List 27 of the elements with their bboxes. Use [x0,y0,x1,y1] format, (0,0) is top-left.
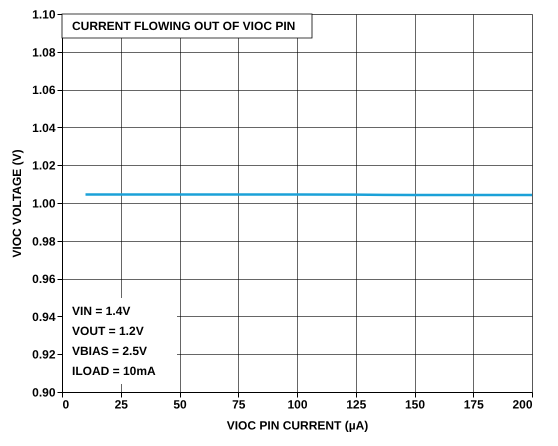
y-tick-label: 1.02 [32,158,56,173]
x-axis-title: VIOC PIN CURRENT (µA) [226,418,368,432]
y-tick-label: 0.92 [32,348,56,362]
y-tick-label: 1.00 [32,196,56,210]
x-tick-label: 200 [512,398,533,412]
annotation: VIN = 1.4V [72,304,130,318]
y-tick-label: 0.96 [32,272,56,286]
annotation: VOUT = 1.2V [72,324,144,338]
x-tick-label: 75 [232,398,246,412]
y-tick-label: 1.06 [32,83,56,98]
x-tick-label: 125 [346,398,367,412]
x-tick-label: 50 [173,398,187,412]
y-axis-title: VIOC VOLTAGE (V) [10,149,24,258]
x-tick-label: 100 [287,398,308,412]
y-tick-label: 1.04 [32,120,56,135]
annotation: CURRENT FLOWING OUT OF VIOC PIN [72,19,296,33]
annotation: ILOAD = 10mA [72,364,156,378]
x-tick-label: 150 [404,398,426,412]
y-tick-label: 0.94 [32,310,56,324]
y-tick-label: 0.98 [32,234,56,248]
y-tick-label: 0.90 [32,386,56,400]
x-tick-label: 175 [464,398,484,412]
x-tick-label: 0 [62,398,70,412]
x-tick-label: 25 [114,398,128,412]
annotation: VBIAS = 2.5V [72,344,148,358]
y-tick-label: 1.10 [32,8,56,22]
y-tick-label: 1.08 [32,45,56,60]
